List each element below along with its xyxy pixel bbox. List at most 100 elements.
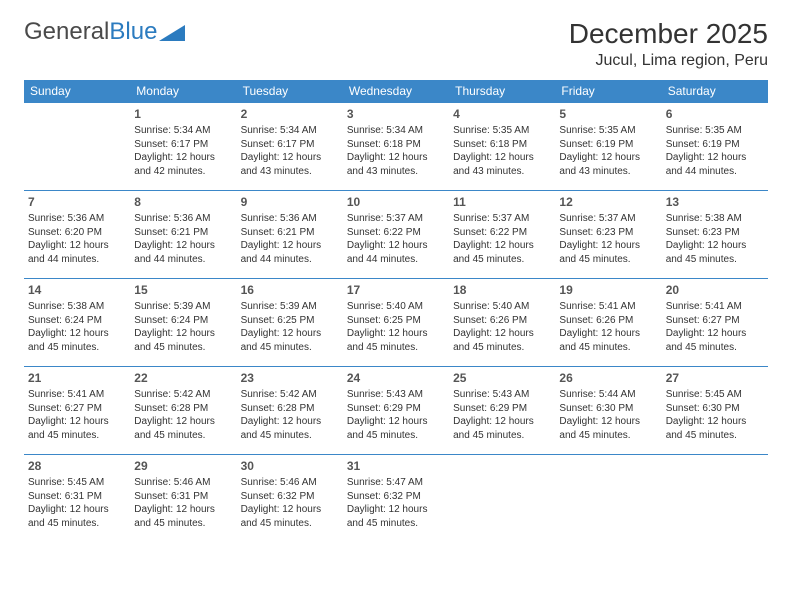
sunrise-line: Sunrise: 5:41 AM <box>559 300 657 314</box>
sunset-line: Sunset: 6:17 PM <box>241 138 339 152</box>
day-number: 19 <box>559 282 657 298</box>
day-number: 9 <box>241 194 339 210</box>
daylight-line: Daylight: 12 hours and 45 minutes. <box>347 415 445 442</box>
daylight-line: Daylight: 12 hours and 45 minutes. <box>666 239 764 266</box>
day-header: Wednesday <box>343 80 449 103</box>
sunset-line: Sunset: 6:18 PM <box>347 138 445 152</box>
daylight-line: Daylight: 12 hours and 45 minutes. <box>453 327 551 354</box>
day-number: 7 <box>28 194 126 210</box>
sunrise-line: Sunrise: 5:35 AM <box>666 124 764 138</box>
sunrise-line: Sunrise: 5:36 AM <box>241 212 339 226</box>
calendar-cell-empty <box>662 455 768 543</box>
sunrise-line: Sunrise: 5:40 AM <box>347 300 445 314</box>
sunrise-line: Sunrise: 5:38 AM <box>28 300 126 314</box>
daylight-line: Daylight: 12 hours and 45 minutes. <box>28 415 126 442</box>
calendar-table: SundayMondayTuesdayWednesdayThursdayFrid… <box>24 80 768 543</box>
daylight-line: Daylight: 12 hours and 44 minutes. <box>666 151 764 178</box>
day-number: 16 <box>241 282 339 298</box>
sunrise-line: Sunrise: 5:41 AM <box>666 300 764 314</box>
day-number: 22 <box>134 370 232 386</box>
calendar-cell: 13 Sunrise: 5:38 AMSunset: 6:23 PMDayligh… <box>662 191 768 279</box>
sunset-line: Sunset: 6:19 PM <box>666 138 764 152</box>
daylight-line: Daylight: 12 hours and 44 minutes. <box>28 239 126 266</box>
day-header: Monday <box>130 80 236 103</box>
sunrise-line: Sunrise: 5:46 AM <box>241 476 339 490</box>
sunrise-line: Sunrise: 5:43 AM <box>347 388 445 402</box>
day-number: 14 <box>28 282 126 298</box>
day-number: 6 <box>666 106 764 122</box>
header: GeneralBlue December 2025 Jucul, Lima re… <box>24 18 768 70</box>
sunset-line: Sunset: 6:22 PM <box>453 226 551 240</box>
sunset-line: Sunset: 6:26 PM <box>453 314 551 328</box>
sunset-line: Sunset: 6:32 PM <box>241 490 339 504</box>
calendar-cell: 22 Sunrise: 5:42 AMSunset: 6:28 PMDayligh… <box>130 367 236 455</box>
day-number: 5 <box>559 106 657 122</box>
calendar-cell: 16Sunrise: 5:39 AMSunset: 6:25 PMDayligh… <box>237 279 343 367</box>
day-number: 28 <box>28 458 126 474</box>
sunrise-line: Sunrise: 5:42 AM <box>134 388 232 402</box>
sunrise-line: Sunrise: 5:47 AM <box>347 476 445 490</box>
daylight-line: Daylight: 12 hours and 45 minutes. <box>347 503 445 530</box>
sunrise-line: Sunrise: 5:34 AM <box>134 124 232 138</box>
calendar-row: 7Sunrise: 5:36 AMSunset: 6:20 PMDaylight… <box>24 191 768 279</box>
sunset-line: Sunset: 6:30 PM <box>666 402 764 416</box>
calendar-row: 21Sunrise: 5:41 AMSunset: 6:27 PMDayligh… <box>24 367 768 455</box>
calendar-cell: 30Sunrise: 5:46 AMSunset: 6:32 PMDayligh… <box>237 455 343 543</box>
day-header: Tuesday <box>237 80 343 103</box>
calendar-cell: 20 Sunrise: 5:41 AMSunset: 6:27 PMDayligh… <box>662 279 768 367</box>
calendar-cell-empty <box>555 455 661 543</box>
day-header: Friday <box>555 80 661 103</box>
sunset-line: Sunset: 6:18 PM <box>453 138 551 152</box>
daylight-line: Daylight: 12 hours and 42 minutes. <box>134 151 232 178</box>
calendar-cell: 2Sunrise: 5:34 AMSunset: 6:17 PMDaylight… <box>237 103 343 191</box>
day-number: 18 <box>453 282 551 298</box>
sunset-line: Sunset: 6:27 PM <box>666 314 764 328</box>
sunset-line: Sunset: 6:19 PM <box>559 138 657 152</box>
sunrise-line: Sunrise: 5:37 AM <box>559 212 657 226</box>
calendar-cell: 21Sunrise: 5:41 AMSunset: 6:27 PMDayligh… <box>24 367 130 455</box>
sunset-line: Sunset: 6:21 PM <box>134 226 232 240</box>
sunrise-line: Sunrise: 5:37 AM <box>453 212 551 226</box>
calendar-cell-empty <box>24 103 130 191</box>
sunrise-line: Sunrise: 5:43 AM <box>453 388 551 402</box>
sunset-line: Sunset: 6:20 PM <box>28 226 126 240</box>
day-number: 11 <box>453 194 551 210</box>
sunset-line: Sunset: 6:28 PM <box>134 402 232 416</box>
sunrise-line: Sunrise: 5:37 AM <box>347 212 445 226</box>
sunset-line: Sunset: 6:28 PM <box>241 402 339 416</box>
day-number: 17 <box>347 282 445 298</box>
day-number: 2 <box>241 106 339 122</box>
sunset-line: Sunset: 6:29 PM <box>347 402 445 416</box>
daylight-line: Daylight: 12 hours and 45 minutes. <box>134 415 232 442</box>
day-number: 8 <box>134 194 232 210</box>
sunset-line: Sunset: 6:23 PM <box>666 226 764 240</box>
daylight-line: Daylight: 12 hours and 45 minutes. <box>666 327 764 354</box>
day-number: 4 <box>453 106 551 122</box>
calendar-cell: 12Sunrise: 5:37 AMSunset: 6:23 PMDayligh… <box>555 191 661 279</box>
daylight-line: Daylight: 12 hours and 45 minutes. <box>559 327 657 354</box>
calendar-cell: 9 Sunrise: 5:36 AMSunset: 6:21 PMDaylight… <box>237 191 343 279</box>
calendar-cell-empty <box>449 455 555 543</box>
calendar-cell: 23Sunrise: 5:42 AMSunset: 6:28 PMDayligh… <box>237 367 343 455</box>
day-number: 13 <box>666 194 764 210</box>
day-number: 31 <box>347 458 445 474</box>
sunrise-line: Sunrise: 5:40 AM <box>453 300 551 314</box>
sunset-line: Sunset: 6:22 PM <box>347 226 445 240</box>
sunset-line: Sunset: 6:31 PM <box>134 490 232 504</box>
sunrise-line: Sunrise: 5:46 AM <box>134 476 232 490</box>
sunset-line: Sunset: 6:31 PM <box>28 490 126 504</box>
day-number: 20 <box>666 282 764 298</box>
calendar-cell: 14Sunrise: 5:38 AMSunset: 6:24 PMDayligh… <box>24 279 130 367</box>
sunset-line: Sunset: 6:24 PM <box>28 314 126 328</box>
sunrise-line: Sunrise: 5:38 AM <box>666 212 764 226</box>
day-number: 26 <box>559 370 657 386</box>
calendar-cell: 29Sunrise: 5:46 AMSunset: 6:31 PMDayligh… <box>130 455 236 543</box>
calendar-cell: 19Sunrise: 5:41 AMSunset: 6:26 PMDayligh… <box>555 279 661 367</box>
sunrise-line: Sunrise: 5:39 AM <box>241 300 339 314</box>
daylight-line: Daylight: 12 hours and 43 minutes. <box>559 151 657 178</box>
brand-part2: Blue <box>109 18 157 46</box>
daylight-line: Daylight: 12 hours and 44 minutes. <box>241 239 339 266</box>
sunset-line: Sunset: 6:21 PM <box>241 226 339 240</box>
day-number: 30 <box>241 458 339 474</box>
calendar-body: 1Sunrise: 5:34 AMSunset: 6:17 PMDaylight… <box>24 103 768 543</box>
